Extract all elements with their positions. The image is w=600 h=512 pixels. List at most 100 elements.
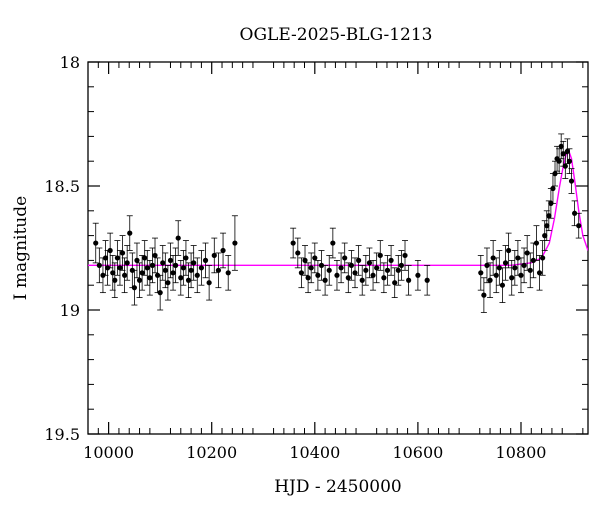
data-point — [546, 213, 552, 219]
point-layer — [93, 143, 582, 298]
data-point — [198, 265, 205, 271]
data-point — [295, 250, 301, 256]
data-point — [124, 260, 130, 266]
data-point — [512, 265, 518, 271]
data-point — [502, 260, 509, 266]
data-point — [521, 262, 527, 268]
major-ticks — [88, 61, 588, 435]
data-point — [112, 277, 118, 283]
data-point — [536, 270, 543, 276]
data-point — [330, 240, 336, 246]
data-point — [312, 255, 318, 261]
data-point — [356, 257, 362, 263]
data-point — [544, 223, 550, 229]
data-point — [165, 280, 171, 286]
data-point — [162, 267, 168, 273]
data-point — [160, 260, 166, 266]
data-point — [392, 280, 398, 286]
data-point — [484, 262, 490, 268]
x-tick-label: 10200 — [186, 443, 237, 462]
data-point — [180, 265, 186, 271]
data-point — [326, 267, 332, 273]
data-point — [167, 257, 174, 263]
data-point — [147, 275, 153, 281]
data-point — [334, 272, 340, 278]
data-point — [96, 262, 102, 268]
data-point — [564, 148, 570, 154]
data-point — [338, 265, 344, 271]
data-point — [104, 265, 111, 271]
x-tick-labels: 10000 10200 10400 10600 10800 — [83, 443, 546, 462]
data-point — [119, 250, 126, 256]
y-tick-labels: 18 18.5 19 19.5 — [44, 53, 80, 444]
data-point — [415, 272, 421, 278]
data-point — [509, 275, 515, 281]
data-point — [348, 262, 355, 268]
data-point — [322, 277, 328, 283]
data-point — [490, 255, 496, 261]
data-point — [305, 275, 311, 281]
data-point — [562, 163, 568, 169]
data-point — [568, 178, 575, 184]
data-point — [170, 270, 176, 276]
data-point — [576, 223, 582, 229]
data-point — [183, 255, 189, 261]
data-point — [560, 151, 566, 157]
data-point — [571, 210, 578, 216]
data-point — [359, 277, 365, 283]
data-point — [157, 290, 163, 296]
data-point — [127, 230, 133, 236]
errorbar-layer — [92, 133, 582, 313]
data-point — [352, 270, 358, 276]
data-point — [342, 255, 348, 261]
data-point — [110, 270, 116, 276]
data-point — [515, 255, 521, 261]
x-tick-label: 10800 — [496, 443, 547, 462]
plot-frame — [87, 61, 589, 435]
data-point — [518, 272, 524, 278]
data-point — [533, 240, 540, 246]
data-point — [552, 171, 558, 177]
data-point — [220, 247, 226, 254]
data-point — [388, 257, 394, 263]
data-point — [318, 262, 325, 268]
data-point — [152, 252, 158, 259]
data-point — [129, 267, 135, 273]
data-point — [178, 275, 184, 281]
x-tick-label: 10600 — [392, 443, 443, 462]
data-point — [402, 252, 408, 259]
data-point — [298, 270, 305, 276]
x-tick-label: 10400 — [289, 443, 340, 462]
data-point — [191, 260, 197, 266]
data-point — [487, 277, 493, 283]
data-point — [315, 272, 321, 278]
data-point — [566, 158, 573, 164]
data-point — [206, 280, 212, 286]
y-axis-label: I magnitude — [11, 196, 31, 300]
data-point — [478, 270, 484, 276]
data-point — [406, 277, 412, 283]
data-point — [524, 250, 530, 256]
data-point — [493, 272, 499, 278]
data-point — [506, 247, 512, 254]
data-point — [185, 277, 192, 283]
data-point — [290, 240, 296, 246]
data-point — [527, 267, 533, 273]
data-point — [302, 257, 308, 263]
data-point — [93, 240, 99, 246]
data-point — [215, 267, 222, 273]
data-point — [384, 267, 391, 273]
y-tick-label: 19.5 — [44, 425, 80, 444]
data-point — [136, 277, 143, 283]
data-point — [345, 275, 351, 281]
data-point — [424, 277, 430, 283]
data-point — [530, 257, 536, 263]
data-point — [142, 255, 148, 261]
data-point — [139, 270, 145, 276]
y-tick-label: 18 — [60, 53, 80, 72]
data-point — [398, 262, 405, 268]
data-point — [308, 265, 314, 271]
data-point — [102, 255, 109, 261]
